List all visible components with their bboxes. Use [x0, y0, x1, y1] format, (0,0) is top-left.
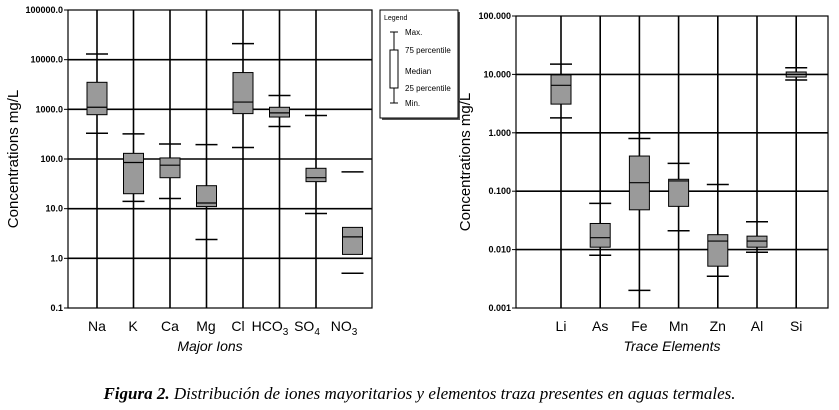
box-no3	[341, 171, 364, 275]
figure: 0.1 1.0 10.0 100.0 1000.0 10000.0 100000.0 Conc…	[5, 5, 829, 354]
x-tick-label-subscript: 3	[352, 327, 358, 338]
legend-box-symbol	[389, 49, 399, 89]
y-tick-label: 100000.0	[25, 5, 63, 15]
x-tick-label-main: Al	[751, 318, 763, 334]
plot-frame	[515, 15, 829, 309]
box-k	[122, 133, 145, 203]
legend-item-label: Median	[405, 67, 431, 76]
x-tick-label-subscript: 4	[314, 327, 320, 338]
iqr-box	[668, 178, 690, 207]
box-si	[785, 66, 808, 81]
box-zn	[706, 183, 729, 277]
y-axis-label: Concentrations mg/L	[5, 90, 22, 228]
y-tick-label: 100.0	[40, 154, 63, 164]
box-na	[86, 53, 108, 134]
legend-title: Legend	[384, 15, 407, 22]
box-as	[589, 202, 612, 257]
box-hco3	[268, 94, 291, 128]
x-tick-label-main: K	[128, 318, 138, 334]
x-tick-label-main: Li	[556, 318, 567, 334]
y-tick-label: 1.0	[50, 253, 63, 263]
x-tick-label: Na	[88, 318, 106, 334]
y-tick-label: 0.010	[488, 245, 511, 255]
x-tick-label-main: Zn	[710, 318, 726, 334]
legend-item-label: Max.	[405, 28, 422, 37]
y-tick-label: 10000.0	[30, 55, 63, 65]
box-li	[550, 63, 572, 119]
chart-1: 0.1 1.0 10.0 100.0 1000.0 10000.0 100000.0 Conc…	[5, 5, 460, 354]
x-tick-label-main: Ca	[161, 318, 179, 334]
x-tick-label: Ca	[161, 318, 179, 334]
iqr-box	[707, 234, 729, 267]
iqr-box	[589, 222, 611, 248]
y-tick-label: 1.000	[488, 128, 511, 138]
x-tick-label: Mn	[669, 318, 688, 334]
x-tick-label: Zn	[710, 318, 726, 334]
x-tick-label: Fe	[631, 318, 648, 334]
x-tick-label-main: NO	[331, 318, 352, 334]
y-tick-label: 100.000	[478, 11, 511, 21]
y-tick-label: 0.001	[488, 303, 511, 313]
legend-item-label: Min.	[405, 99, 420, 108]
x-tick-label: Cl	[231, 318, 244, 334]
box-fe	[628, 137, 651, 292]
iqr-box	[123, 152, 144, 195]
x-tick-label-main: Si	[790, 318, 802, 334]
box-so4	[305, 114, 327, 215]
x-tick-label-main: HCO	[252, 318, 283, 334]
legend-item-label: 25 percentile	[405, 84, 451, 93]
x-tick-label-main: Mn	[669, 318, 688, 334]
y-tick-label: 0.1	[50, 303, 63, 313]
x-tick-label: Si	[790, 318, 802, 334]
iqr-box	[342, 226, 363, 255]
y-tick-label: 1000.0	[35, 104, 63, 114]
x-tick-label: K	[128, 318, 138, 334]
caption-text: Distribución de iones mayoritarios y ele…	[169, 384, 736, 403]
y-tick-label: 10.000	[483, 69, 511, 79]
iqr-box	[86, 81, 108, 116]
x-tick-label: Mg	[196, 318, 215, 334]
x-axis-label: Major Ions	[177, 338, 242, 354]
x-tick-label: Al	[751, 318, 763, 334]
iqr-box	[159, 157, 181, 179]
iqr-box	[232, 72, 254, 115]
legend-item-label: 75 percentile	[405, 46, 451, 55]
x-tick-label-main: Na	[88, 318, 106, 334]
x-tick-label: SO4	[294, 318, 320, 338]
x-tick-label-main: Mg	[196, 318, 215, 334]
box-mg	[195, 143, 218, 241]
x-axis-label: Trace Elements	[624, 338, 721, 354]
legend: Legend Max. 75 percentile Median 25 percenti…	[379, 9, 460, 120]
y-axis-label: Concentrations mg/L	[457, 93, 474, 231]
caption-label: Figura 2.	[103, 384, 170, 403]
x-tick-label: HCO3	[252, 318, 289, 338]
x-tick-label: NO3	[331, 318, 358, 338]
figure-caption: Figura 2. Distribución de iones mayorita…	[0, 384, 839, 404]
y-tick-label: 0.100	[488, 186, 511, 196]
x-tick-label-main: Cl	[231, 318, 244, 334]
y-tick-label: 10.0	[45, 204, 63, 214]
x-tick-label-subscript: 3	[283, 327, 289, 338]
iqr-box	[269, 106, 290, 118]
x-tick-label: Li	[556, 318, 567, 334]
x-tick-label-main: As	[592, 318, 608, 334]
box-al	[746, 220, 768, 254]
box-cl	[232, 42, 254, 149]
iqr-box	[196, 185, 217, 208]
box-ca	[159, 143, 181, 200]
iqr-box	[550, 74, 572, 105]
iqr-box	[305, 167, 327, 183]
x-tick-label-main: SO	[294, 318, 314, 334]
chart-2: 0.001 0.010 0.100 1.000 10.000 100.000 Concent…	[457, 11, 829, 354]
box-mn	[667, 162, 690, 232]
x-tick-label-main: Fe	[631, 318, 648, 334]
x-tick-label: As	[592, 318, 608, 334]
